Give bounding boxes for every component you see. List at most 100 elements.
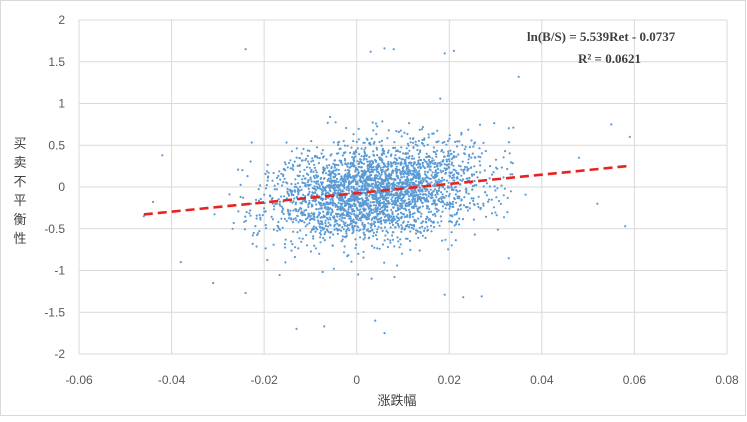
data-point <box>389 239 392 242</box>
data-point <box>415 191 418 194</box>
data-point <box>317 221 320 224</box>
data-point <box>460 168 463 171</box>
data-point <box>375 148 379 151</box>
data-point <box>311 187 314 190</box>
data-point <box>372 165 375 168</box>
data-point <box>301 219 304 222</box>
data-point <box>313 163 316 166</box>
data-point <box>435 153 438 156</box>
data-point <box>277 220 280 224</box>
data-point <box>372 129 375 132</box>
data-point <box>456 197 459 200</box>
data-point <box>394 209 398 213</box>
data-point <box>397 194 400 197</box>
data-point <box>307 183 310 186</box>
data-point <box>457 171 460 175</box>
data-point <box>332 192 335 195</box>
data-point <box>399 243 402 246</box>
data-point <box>357 189 360 192</box>
data-point <box>355 187 359 190</box>
data-point <box>410 157 414 160</box>
y-axis-label-char: 卖 <box>13 155 26 170</box>
data-point <box>364 197 367 200</box>
data-point <box>378 181 381 184</box>
data-point <box>347 208 350 211</box>
data-point <box>399 150 402 153</box>
data-point <box>345 214 348 217</box>
data-point <box>313 244 316 247</box>
data-point <box>334 121 337 124</box>
data-point <box>375 186 378 189</box>
data-point <box>453 213 456 216</box>
data-point <box>392 217 395 220</box>
data-point <box>398 246 401 249</box>
data-point <box>351 228 354 231</box>
data-point <box>464 188 467 191</box>
data-point <box>425 180 428 183</box>
data-point <box>305 166 309 169</box>
data-point <box>375 204 378 207</box>
data-point <box>624 225 627 228</box>
data-point <box>376 247 379 250</box>
gridlines <box>78 19 728 355</box>
data-point <box>433 166 436 169</box>
data-point <box>401 212 404 215</box>
data-point <box>373 220 376 223</box>
data-point <box>450 214 453 217</box>
data-point <box>317 208 320 211</box>
data-point <box>344 162 347 165</box>
data-point <box>381 147 384 150</box>
data-point <box>336 186 339 189</box>
data-point <box>450 184 453 187</box>
data-point <box>446 163 449 166</box>
data-point <box>301 200 304 203</box>
data-point <box>468 155 471 158</box>
data-point <box>331 204 334 207</box>
data-point <box>395 130 398 133</box>
data-point <box>363 209 367 212</box>
data-point <box>362 256 365 259</box>
data-point <box>317 201 320 204</box>
data-point <box>443 178 446 181</box>
data-point <box>391 219 394 222</box>
data-point <box>306 223 309 226</box>
data-point <box>403 175 406 178</box>
data-point <box>237 210 240 213</box>
data-point <box>338 228 341 231</box>
data-point <box>300 240 303 243</box>
data-point <box>464 145 467 148</box>
data-point <box>291 201 294 204</box>
data-point <box>454 140 457 143</box>
data-point <box>428 177 431 180</box>
data-point <box>300 152 303 155</box>
data-point <box>271 179 274 182</box>
data-point <box>296 189 299 192</box>
data-point <box>468 153 471 156</box>
data-point <box>325 208 328 211</box>
y-axis-label-char: 买 <box>13 136 26 151</box>
data-point <box>342 228 345 231</box>
data-point <box>452 179 455 182</box>
data-point <box>411 200 414 203</box>
data-point <box>408 216 411 219</box>
data-point <box>448 134 451 137</box>
data-point <box>494 158 498 161</box>
data-point <box>383 163 386 166</box>
data-point <box>345 188 348 191</box>
data-point <box>352 165 356 168</box>
data-point <box>353 177 356 180</box>
data-point <box>404 161 407 164</box>
data-point <box>339 209 342 212</box>
data-point <box>472 218 475 221</box>
data-point <box>392 146 395 149</box>
data-point <box>259 184 262 187</box>
data-point <box>343 186 346 190</box>
data-point <box>443 155 446 158</box>
data-point <box>437 167 440 171</box>
data-point <box>386 214 389 217</box>
data-point <box>385 196 388 199</box>
data-point <box>420 212 423 215</box>
x-tick-label: -0.06 <box>65 373 93 387</box>
data-point <box>350 219 353 222</box>
data-point <box>379 208 382 211</box>
